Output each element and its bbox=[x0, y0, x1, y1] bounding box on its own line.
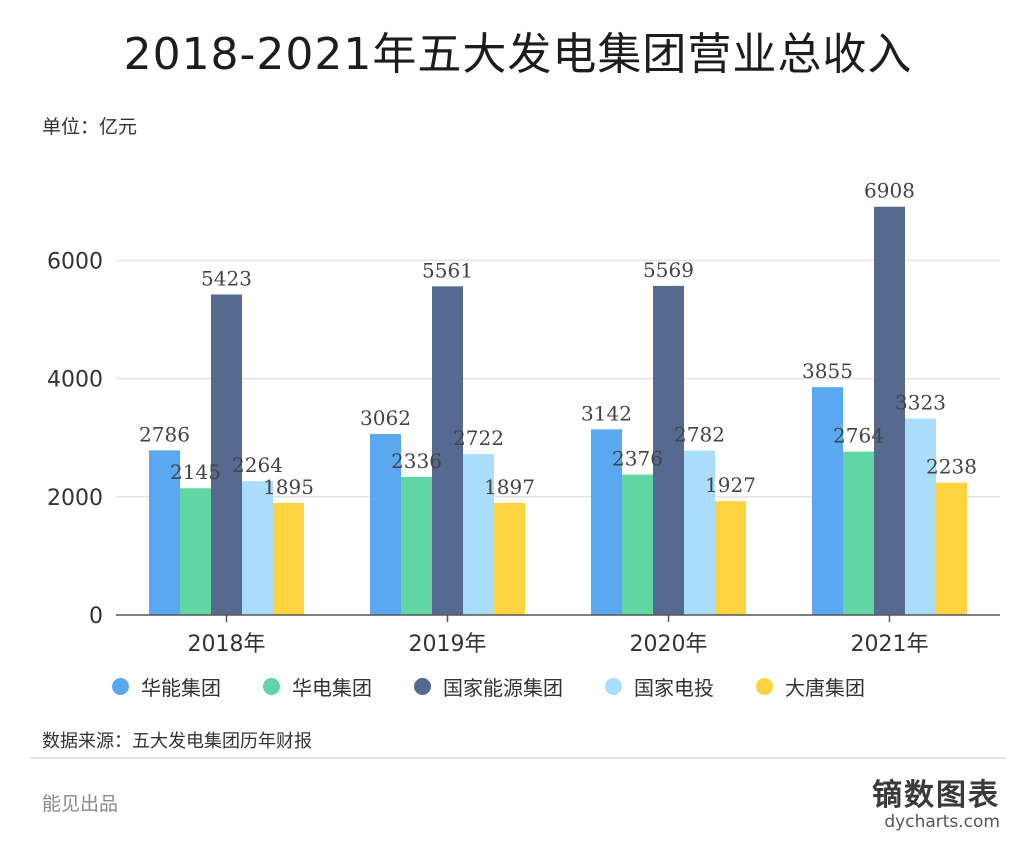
data-label: 3142 bbox=[581, 401, 632, 425]
y-tick-label: 6000 bbox=[47, 249, 103, 274]
legend-label: 国家电投 bbox=[634, 676, 714, 700]
bar bbox=[936, 482, 967, 615]
data-label: 2376 bbox=[612, 447, 663, 471]
data-label: 3323 bbox=[895, 391, 946, 415]
credit-text: 能见出品 bbox=[42, 793, 119, 815]
bar bbox=[812, 387, 843, 615]
legend-item: 大唐集团 bbox=[756, 672, 865, 701]
bar bbox=[843, 451, 874, 615]
legend-item: 国家电投 bbox=[605, 672, 714, 701]
data-label: 5423 bbox=[201, 267, 252, 291]
data-label: 2238 bbox=[926, 455, 977, 479]
data-label: 6908 bbox=[864, 179, 915, 203]
data-label: 2782 bbox=[674, 423, 725, 447]
legend-item: 华电集团 bbox=[263, 672, 372, 701]
legend-swatch bbox=[756, 678, 773, 695]
brand-url: dycharts.com bbox=[884, 812, 1000, 832]
legend-item: 华能集团 bbox=[112, 672, 221, 701]
bar bbox=[463, 454, 494, 615]
data-label: 2764 bbox=[833, 424, 884, 448]
legend-swatch bbox=[605, 678, 622, 695]
brand-name-cn: 镝数图表 bbox=[872, 778, 1000, 813]
x-tick-label: 2020年 bbox=[630, 632, 708, 657]
data-label: 2264 bbox=[232, 453, 283, 477]
legend-swatch bbox=[263, 678, 280, 695]
bar bbox=[432, 286, 463, 615]
bar bbox=[370, 434, 401, 615]
bar bbox=[653, 285, 684, 615]
y-tick-label: 4000 bbox=[47, 368, 103, 393]
data-label: 5561 bbox=[422, 258, 473, 282]
bar bbox=[242, 481, 273, 615]
legend-label: 华能集团 bbox=[141, 676, 221, 700]
bar bbox=[149, 450, 180, 615]
data-label: 3062 bbox=[360, 406, 411, 430]
legend: 华能集团 华电集团 国家能源集团 国家电投 大唐集团 bbox=[112, 672, 907, 701]
x-tick-label: 2018年 bbox=[188, 632, 266, 657]
bar bbox=[401, 476, 432, 615]
x-tick-label: 2019年 bbox=[409, 632, 487, 657]
bar bbox=[622, 474, 653, 615]
legend-label: 华电集团 bbox=[292, 676, 372, 700]
data-label: 2145 bbox=[170, 460, 221, 484]
data-label: 1927 bbox=[705, 473, 756, 497]
data-source: 数据来源：五大发电集团历年财报 bbox=[42, 731, 312, 752]
divider bbox=[30, 757, 1006, 759]
legend-label: 大唐集团 bbox=[785, 676, 865, 700]
bar bbox=[684, 450, 715, 615]
legend-swatch bbox=[112, 678, 129, 695]
legend-label: 国家能源集团 bbox=[443, 676, 563, 700]
bar bbox=[211, 294, 242, 615]
bar bbox=[494, 502, 525, 615]
brand-logo: 镝数图表 dycharts.com bbox=[872, 770, 1000, 832]
data-label: 1897 bbox=[484, 475, 535, 499]
x-tick-label: 2021年 bbox=[851, 632, 929, 657]
y-tick-label: 2000 bbox=[47, 486, 103, 511]
bar bbox=[905, 418, 936, 615]
data-label: 3855 bbox=[802, 359, 853, 383]
data-label: 2722 bbox=[453, 426, 504, 450]
data-label: 1895 bbox=[263, 475, 314, 499]
y-tick-label: 0 bbox=[89, 604, 103, 629]
chart-title: 2018-2021年五大发电集团营业总收入 bbox=[123, 29, 913, 80]
bar bbox=[180, 488, 211, 615]
legend-swatch bbox=[414, 678, 431, 695]
legend-item: 国家能源集团 bbox=[414, 672, 563, 701]
bar-chart: 0 2000 4000 6000 2018年 2019年 2020年 2021年 2786 214… bbox=[47, 179, 1000, 657]
bar bbox=[591, 429, 622, 615]
bar bbox=[874, 206, 905, 616]
unit-label: 单位：亿元 bbox=[42, 116, 138, 138]
bar bbox=[273, 503, 304, 615]
bar bbox=[715, 501, 746, 615]
data-label: 5569 bbox=[643, 258, 694, 282]
data-label: 2336 bbox=[391, 449, 442, 473]
data-label: 2786 bbox=[139, 422, 190, 446]
